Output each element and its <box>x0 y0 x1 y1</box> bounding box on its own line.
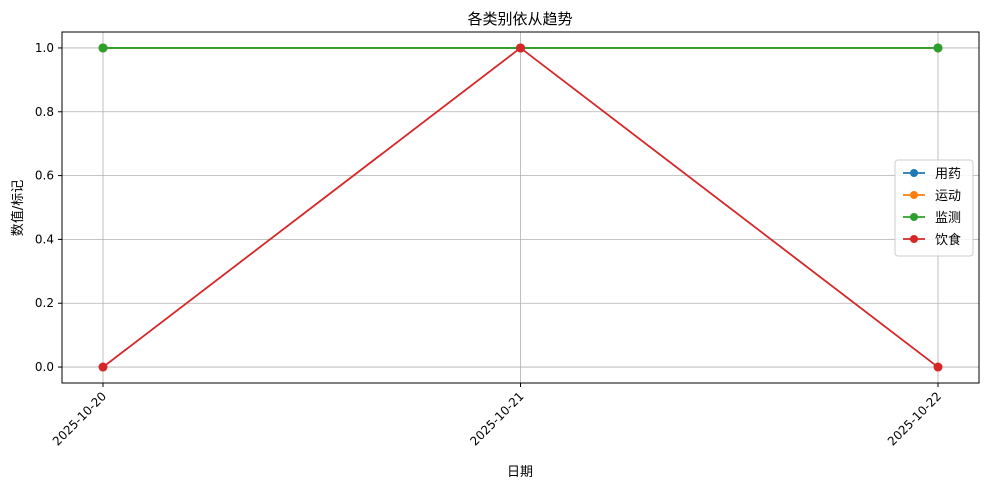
legend-label: 用药 <box>935 167 961 182</box>
legend-label: 运动 <box>935 189 961 204</box>
legend-marker <box>910 169 918 177</box>
legend-marker <box>910 213 918 221</box>
series-layer <box>98 43 943 372</box>
series-饮食 <box>98 43 943 372</box>
y-axis-label: 数值/标记 <box>10 180 26 236</box>
data-point <box>98 362 108 372</box>
y-tick-label: 0.4 <box>35 232 54 246</box>
data-point <box>98 43 108 53</box>
legend-item: 用药 <box>903 167 961 182</box>
legend-item: 监测 <box>903 211 961 226</box>
legend-item: 运动 <box>903 189 961 204</box>
data-point <box>516 43 525 53</box>
legend-marker <box>910 235 918 243</box>
legend-label: 饮食 <box>935 232 961 248</box>
chart-title: 各类别依从趋势 <box>467 10 572 28</box>
legend-label: 监测 <box>935 211 961 226</box>
y-tick-label: 0.6 <box>35 169 54 183</box>
legend-box <box>894 159 974 257</box>
y-tick-label: 0.2 <box>35 296 54 310</box>
data-point <box>933 362 943 372</box>
y-tick-label: 0.0 <box>35 360 54 374</box>
legend-item: 饮食 <box>903 232 961 248</box>
data-point <box>933 43 943 53</box>
x-axis-label: 日期 <box>507 465 533 480</box>
y-tick-label: 0.8 <box>35 105 54 119</box>
legend-marker <box>910 191 918 199</box>
y-tick-label: 1.0 <box>35 41 54 55</box>
